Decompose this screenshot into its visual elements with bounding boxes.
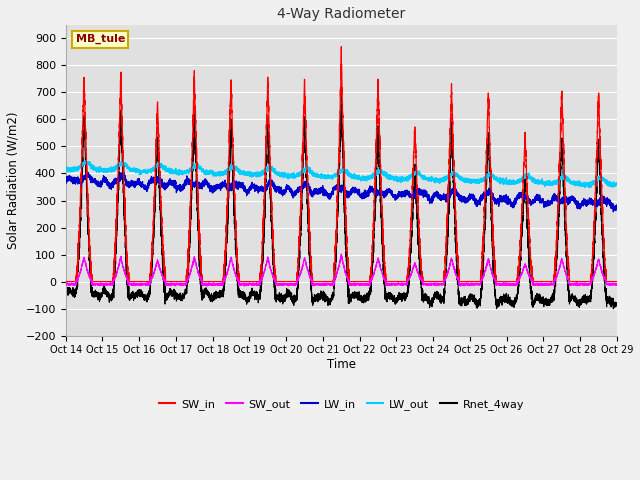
SW_out [613,282,621,288]
LW_in [613,203,621,208]
SW_out [590,272,598,278]
LW_out [323,174,330,180]
Rnet_4way [481,239,488,245]
Rnet_4way [249,289,257,295]
Rnet_4way [337,91,345,96]
LW_out [481,176,488,182]
SW_out [481,269,488,275]
Rnet_4way [590,254,598,260]
Rnet_4way [609,306,617,312]
SW_out [62,282,70,288]
LW_in [62,177,70,182]
LW_in [465,196,472,202]
SW_in [337,44,345,49]
SW_in [465,279,472,285]
LW_out [583,181,591,187]
LW_out [613,181,621,187]
LW_in [481,192,488,197]
LW_in [83,169,90,175]
LW_in [583,202,591,207]
LW_in [609,209,617,215]
LW_out [249,173,257,179]
SW_in [583,279,591,285]
SW_out [249,280,257,286]
LW_out [590,180,598,185]
SW_out [583,281,591,287]
SW_out [337,251,345,257]
SW_out [465,281,472,287]
LW_in [590,200,598,205]
Legend: SW_in, SW_out, LW_in, LW_out, Rnet_4way: SW_in, SW_out, LW_in, LW_out, Rnet_4way [154,394,529,414]
Rnet_4way [465,299,472,304]
Rnet_4way [62,288,70,293]
LW_in [249,183,257,189]
LW_out [585,185,593,191]
Y-axis label: Solar Radiation (W/m2): Solar Radiation (W/m2) [7,111,20,249]
Rnet_4way [613,300,621,306]
Line: SW_in: SW_in [66,47,617,282]
Title: 4-Way Radiometer: 4-Way Radiometer [277,7,405,21]
Rnet_4way [323,296,330,301]
LW_out [465,177,472,182]
SW_in [249,279,257,285]
SW_out [323,281,330,287]
SW_in [590,227,598,233]
Text: MB_tule: MB_tule [76,34,125,44]
SW_in [62,279,70,285]
X-axis label: Time: Time [327,358,356,371]
SW_in [481,215,488,220]
LW_out [62,168,70,174]
Line: LW_in: LW_in [66,172,617,212]
LW_out [81,158,89,164]
Rnet_4way [583,299,591,305]
SW_in [323,279,330,285]
SW_out [241,283,248,289]
SW_in [613,279,621,285]
LW_in [323,192,330,197]
Line: SW_out: SW_out [66,254,617,286]
Line: LW_out: LW_out [66,161,617,188]
Line: Rnet_4way: Rnet_4way [66,94,617,309]
